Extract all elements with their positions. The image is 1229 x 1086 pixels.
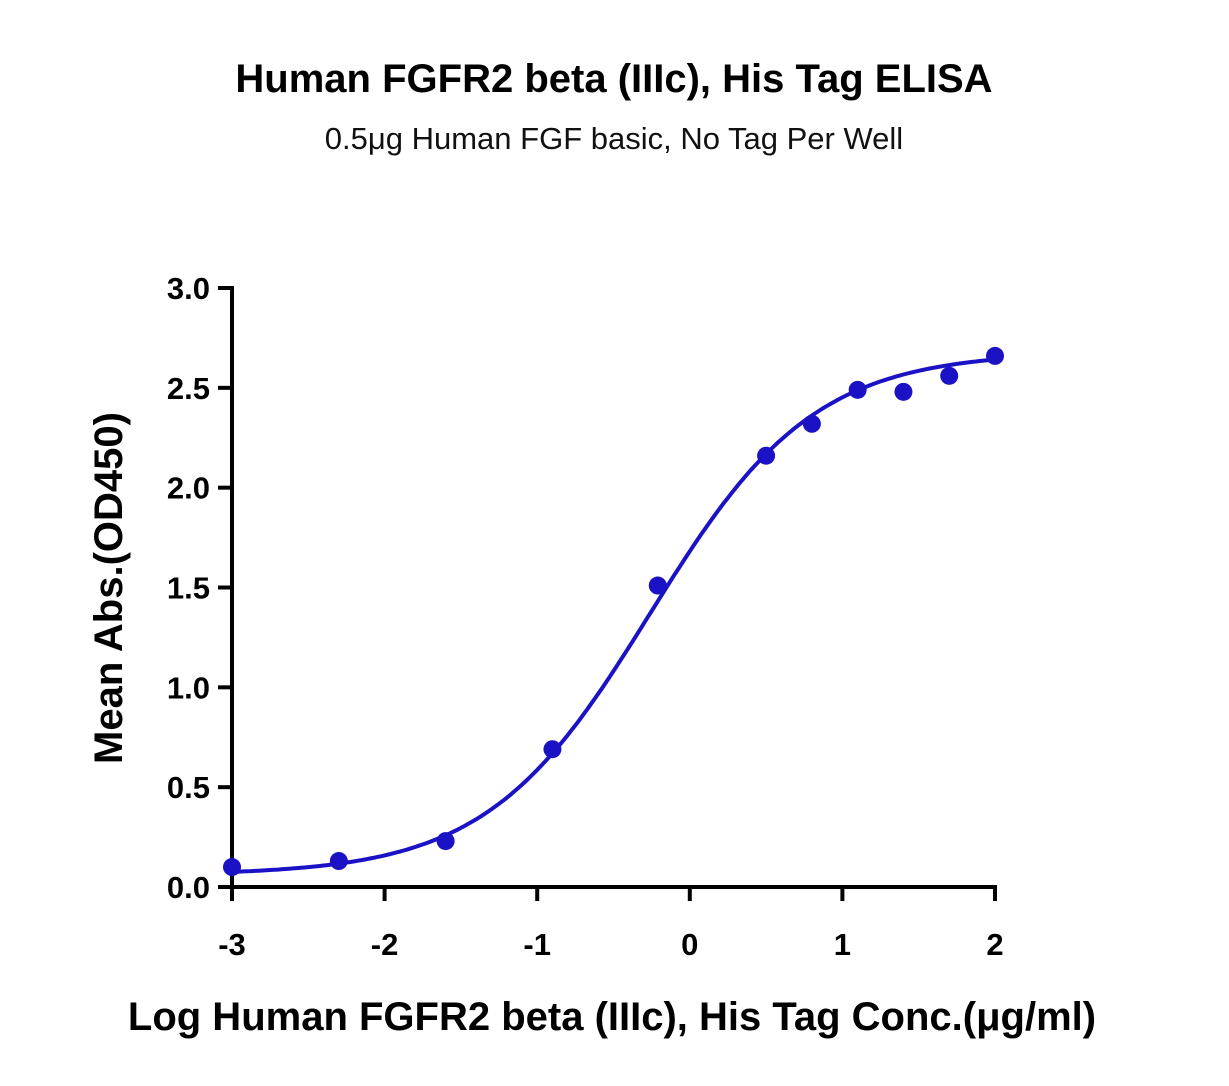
y-tick-label: 1.5 (167, 571, 210, 606)
x-tick-label: -1 (523, 927, 551, 962)
data-point (986, 346, 1004, 365)
x-axis-label: Log Human FGFR2 beta (IIIc), His Tag Con… (128, 995, 1096, 1039)
data-point (436, 832, 455, 851)
data-point (940, 366, 959, 385)
x-tick-label: 2 (986, 927, 1003, 962)
data-point (223, 858, 241, 877)
data-point (648, 576, 667, 595)
data-point (543, 740, 562, 759)
y-tick-label: 3.0 (167, 271, 210, 306)
y-tick-label: 0.5 (167, 770, 210, 805)
y-axis-label: Mean Abs.(OD450) (87, 412, 131, 764)
y-tick-label: 2.0 (167, 471, 210, 506)
y-tick-label: 1.0 (167, 670, 210, 705)
x-tick-label: -2 (371, 927, 399, 962)
x-tick-label: 1 (834, 927, 851, 962)
y-tick-label: 0.0 (167, 870, 210, 905)
data-point (329, 852, 348, 871)
chart-title: Human FGFR2 beta (IIIc), His Tag ELISA (235, 57, 992, 101)
data-point (802, 414, 821, 433)
data-point (848, 380, 867, 399)
x-tick-label: 0 (681, 927, 698, 962)
x-tick-label: -3 (218, 927, 246, 962)
chart-subtitle: 0.5μg Human FGF basic, No Tag Per Well (325, 121, 903, 156)
data-point (894, 382, 913, 401)
y-tick-label: 2.5 (167, 371, 210, 406)
fit-curve (231, 357, 996, 874)
data-point (757, 446, 776, 465)
